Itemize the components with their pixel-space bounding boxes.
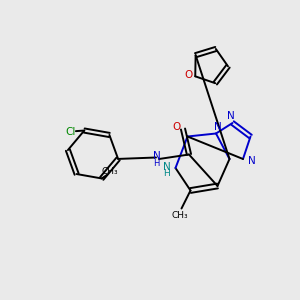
Text: H: H — [163, 169, 170, 178]
Text: H: H — [153, 159, 160, 168]
Text: N: N — [153, 151, 160, 161]
Text: N: N — [214, 122, 221, 132]
Text: N: N — [163, 161, 170, 172]
Text: CH₃: CH₃ — [172, 211, 188, 220]
Text: N: N — [227, 111, 235, 122]
Text: N: N — [248, 155, 255, 166]
Text: O: O — [172, 122, 181, 133]
Text: Cl: Cl — [66, 127, 76, 137]
Text: CH₃: CH₃ — [102, 167, 118, 176]
Text: O: O — [184, 70, 193, 80]
